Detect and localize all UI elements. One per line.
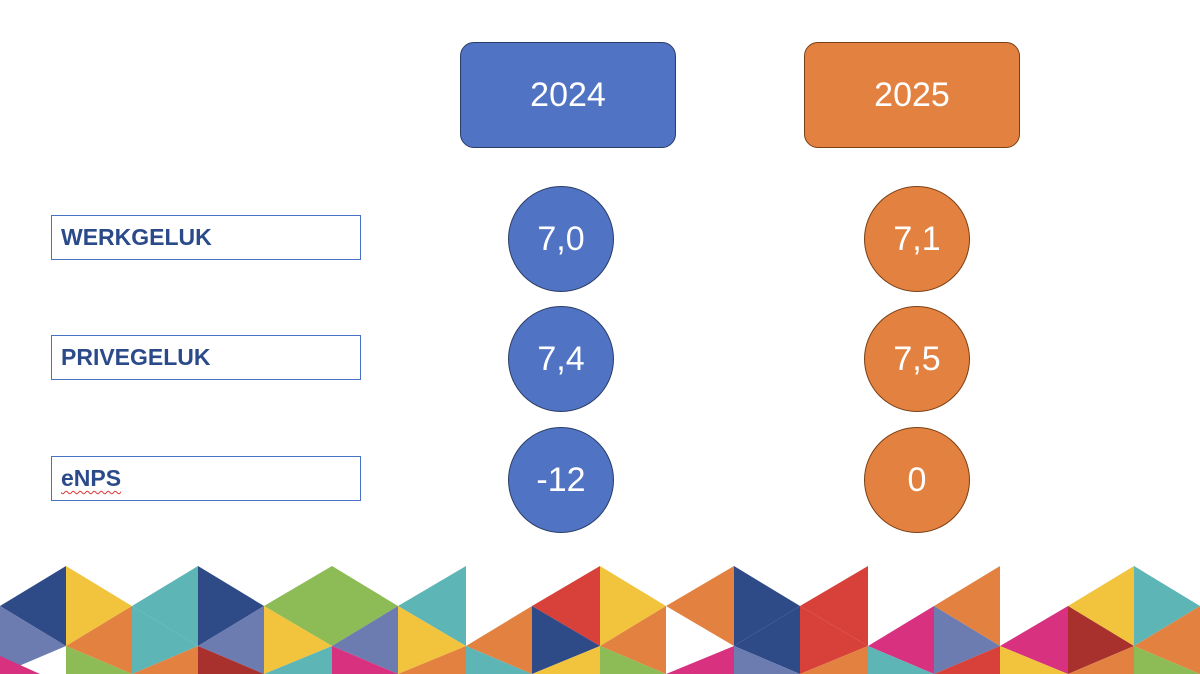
decorative-triangle-pattern	[0, 566, 1200, 674]
metric-label-text: PRIVEGELUK	[61, 344, 211, 370]
metric-label-enps: eNPS	[51, 456, 361, 501]
score-werkgeluk-2024: 7,0	[508, 186, 614, 292]
score-privegeluk-2024: 7,4	[508, 306, 614, 412]
metric-label-privegeluk: PRIVEGELUK	[51, 335, 361, 380]
year-header-2025: 2025	[804, 42, 1020, 148]
score-value: 0	[907, 460, 927, 499]
metric-label-text: eNPS	[61, 465, 122, 491]
score-werkgeluk-2025: 7,1	[864, 186, 970, 292]
score-enps-2024: -12	[508, 427, 614, 533]
score-value: 7,0	[537, 219, 585, 258]
year-label: 2025	[874, 75, 950, 114]
score-value: 7,4	[537, 339, 585, 378]
metric-label-werkgeluk: WERKGELUK	[51, 215, 361, 260]
year-header-2024: 2024	[460, 42, 676, 148]
score-enps-2025: 0	[864, 427, 970, 533]
year-label: 2024	[530, 75, 606, 114]
score-privegeluk-2025: 7,5	[864, 306, 970, 412]
metric-label-text: WERKGELUK	[61, 224, 212, 250]
score-value: 7,5	[893, 339, 941, 378]
score-value: 7,1	[893, 219, 941, 258]
score-value: -12	[536, 460, 586, 499]
